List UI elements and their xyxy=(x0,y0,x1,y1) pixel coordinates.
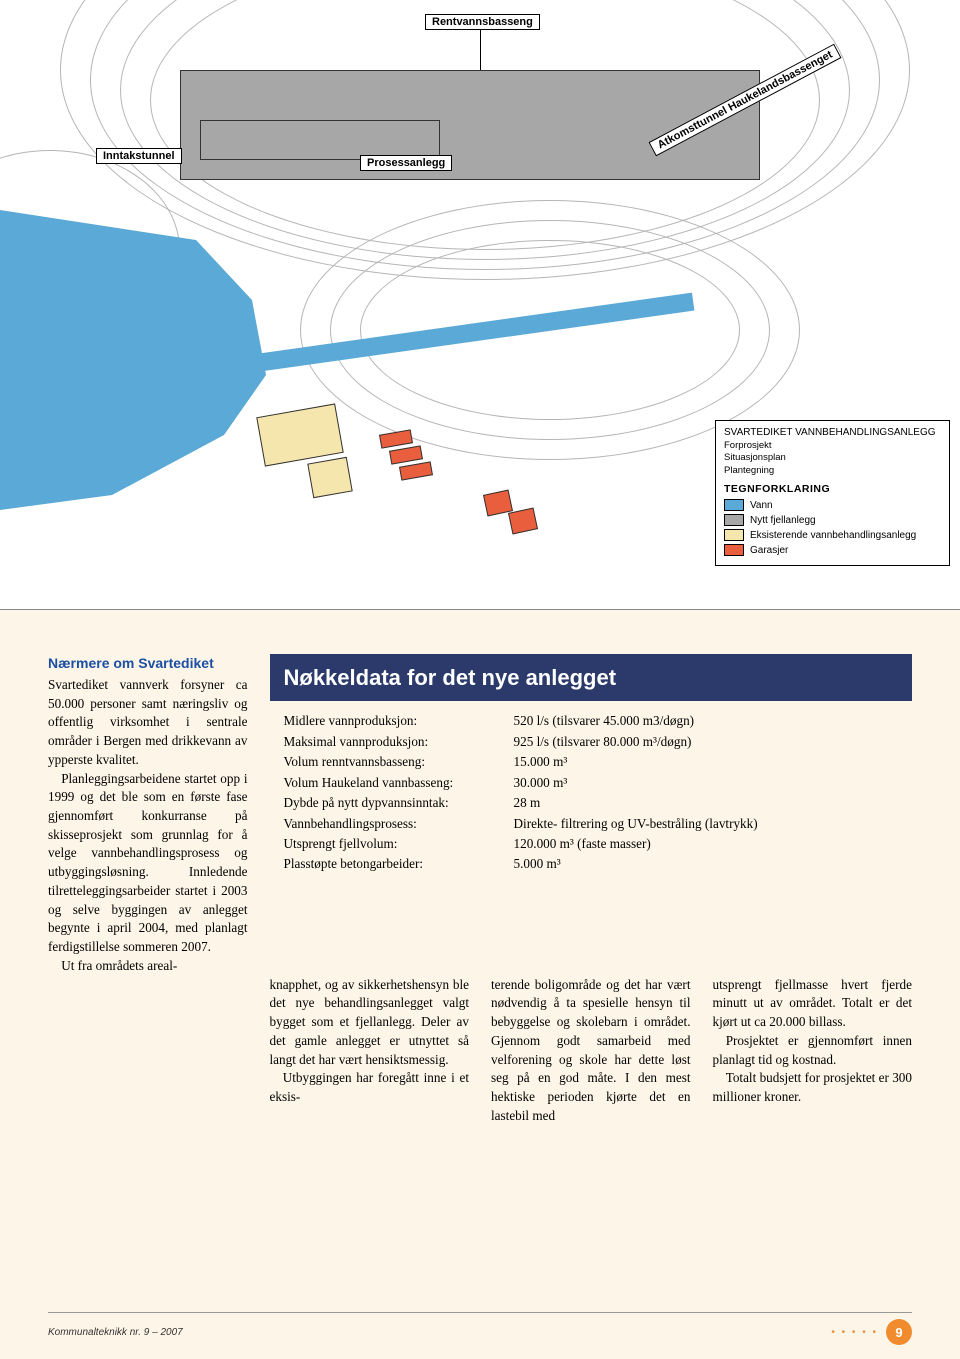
section-heading: Nærmere om Svartediket xyxy=(48,654,248,674)
article-col-1: Nærmere om Svartediket Svartediket vannv… xyxy=(48,654,248,976)
info-label: Maksimal vannproduksjon: xyxy=(284,732,514,752)
info-label: Utsprengt fjellvolum: xyxy=(284,834,514,854)
info-value: 520 l/s (tilsvarer 45.000 m3/døgn) xyxy=(514,711,899,731)
paragraph: Totalt budsjett for prosjektet er 300 mi… xyxy=(713,1069,913,1106)
map-legend: SVARTEDIKET VANNBEHANDLINGSANLEGG Forpro… xyxy=(715,420,950,566)
info-label: Volum Haukeland vannbasseng: xyxy=(284,773,514,793)
infobox-body: Midlere vannproduksjon:520 l/s (tilsvare… xyxy=(270,701,913,889)
legend-row: Nytt fjellanlegg xyxy=(724,514,941,526)
info-row: Volum Haukeland vannbasseng:30.000 m³ xyxy=(284,773,899,793)
footer-rule xyxy=(48,1312,912,1313)
page-footer: Kommunalteknikk nr. 9 – 2007 • • • • • 9 xyxy=(48,1319,912,1345)
map-existing-plant-2 xyxy=(307,457,352,498)
legend-swatch xyxy=(724,529,744,541)
legend-label: Vann xyxy=(750,500,773,511)
info-value: 120.000 m³ (faste masser) xyxy=(514,834,899,854)
paragraph: Utbyggingen har foregått inne i et eksis… xyxy=(270,1069,470,1106)
article-col-3: terende boligområde og det har vært nødv… xyxy=(491,976,691,1126)
info-label: Midlere vannproduksjon: xyxy=(284,711,514,731)
map-process-plant xyxy=(200,120,440,160)
article-col-4: utsprengt fjellmasse hvert fjerde minutt… xyxy=(713,976,913,1126)
legend-swatch xyxy=(724,514,744,526)
info-value: 925 l/s (tilsvarer 80.000 m³/døgn) xyxy=(514,732,899,752)
info-value: 5.000 m³ xyxy=(514,854,899,874)
legend-swatch xyxy=(724,499,744,511)
info-row: Vannbehandlingsprosess:Direkte- filtreri… xyxy=(284,814,899,834)
legend-row: Garasjer xyxy=(724,544,941,556)
info-label: Dybde på nytt dypvannsinntak: xyxy=(284,793,514,813)
paragraph: Svartediket vannverk forsyner ca 50.000 … xyxy=(48,676,248,770)
info-row: Maksimal vannproduksjon:925 l/s (tilsvar… xyxy=(284,732,899,752)
footer-dots-icon: • • • • • xyxy=(831,1327,878,1338)
info-value: 15.000 m³ xyxy=(514,752,899,772)
paragraph: Planleggingsarbeidene startet opp i 1999… xyxy=(48,770,248,957)
legend-header: TEGNFORKLARING xyxy=(724,483,941,495)
infobox-title: Nøkkeldata for det nye anlegget xyxy=(270,654,913,701)
legend-title: SVARTEDIKET VANNBEHANDLINGSANLEGG Forpro… xyxy=(724,427,941,477)
info-label: Vannbehandlingsprosess: xyxy=(284,814,514,834)
article-col-2: knapphet, og av sikkerhetshensyn ble det… xyxy=(270,976,470,1126)
legend-label: Nytt fjellanlegg xyxy=(750,515,816,526)
paragraph: utsprengt fjellmasse hvert fjerde minutt… xyxy=(713,976,913,1032)
info-value: 30.000 m³ xyxy=(514,773,899,793)
publication-info: Kommunalteknikk nr. 9 – 2007 xyxy=(48,1327,183,1338)
legend-label: Eksisterende vannbehandlingsanlegg xyxy=(750,530,916,541)
key-data-infobox: Nøkkeldata for det nye anlegget Midlere … xyxy=(270,654,913,958)
info-label: Volum renntvannsbasseng: xyxy=(284,752,514,772)
paragraph: terende boligområde og det har vært nødv… xyxy=(491,976,691,1126)
legend-row: Eksisterende vannbehandlingsanlegg xyxy=(724,529,941,541)
page-number-badge: 9 xyxy=(886,1319,912,1345)
map-label-prosess: Prosessanlegg xyxy=(360,155,452,171)
info-row: Midlere vannproduksjon:520 l/s (tilsvare… xyxy=(284,711,899,731)
map-label-rentvann: Rentvannsbasseng xyxy=(425,14,540,30)
info-row: Utsprengt fjellvolum:120.000 m³ (faste m… xyxy=(284,834,899,854)
legend-row: Vann xyxy=(724,499,941,511)
info-row: Volum renntvannsbasseng:15.000 m³ xyxy=(284,752,899,772)
info-value: Direkte- filtrering og UV-bestråling (la… xyxy=(514,814,899,834)
legend-label: Garasjer xyxy=(750,545,788,556)
info-row: Plasstøpte betongarbeider:5.000 m³ xyxy=(284,854,899,874)
paragraph: Prosjektet er gjennomført innen planlagt… xyxy=(713,1032,913,1069)
paragraph: knapphet, og av sikkerhetshensyn ble det… xyxy=(270,976,470,1070)
info-value: 28 m xyxy=(514,793,899,813)
article-body: Nærmere om Svartediket Svartediket vannv… xyxy=(0,610,960,1126)
info-row: Dybde på nytt dypvannsinntak:28 m xyxy=(284,793,899,813)
map-label-inntak: Inntakstunnel xyxy=(96,148,182,164)
info-label: Plasstøpte betongarbeider: xyxy=(284,854,514,874)
legend-swatch xyxy=(724,544,744,556)
paragraph: Ut fra områdets areal- xyxy=(48,957,248,976)
site-map: Rentvannsbasseng Inntakstunnel Prosessan… xyxy=(0,0,960,610)
